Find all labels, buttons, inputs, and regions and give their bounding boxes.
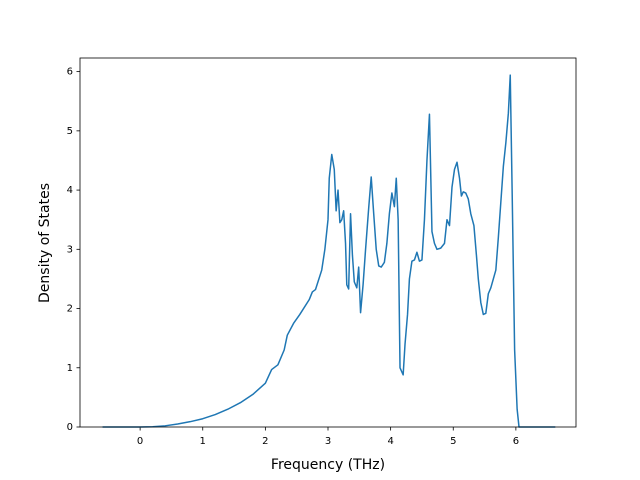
x-tick-label: 5: [450, 436, 456, 447]
x-tick-label: 3: [325, 436, 331, 447]
y-tick-label: 3: [67, 244, 73, 255]
x-tick-label: 6: [513, 436, 519, 447]
y-axis-label: Density of States: [37, 183, 53, 303]
line: [102, 74, 556, 428]
y-tick-label: 5: [67, 126, 73, 137]
x-tick-label: 1: [200, 436, 206, 447]
y-tick-label: 0: [67, 422, 73, 433]
y-tick-label: 4: [67, 185, 73, 196]
y-tick-label: 2: [67, 304, 73, 315]
x-axis-label: Frequency (THz): [271, 457, 385, 473]
y-tick-label: 1: [67, 363, 73, 374]
x-tick-label: 2: [262, 436, 268, 447]
y-tick-label: 6: [67, 67, 73, 78]
x-tick-label: 4: [387, 436, 393, 447]
x-tick-label: 0: [137, 436, 143, 447]
plot-frame: [79, 57, 577, 428]
